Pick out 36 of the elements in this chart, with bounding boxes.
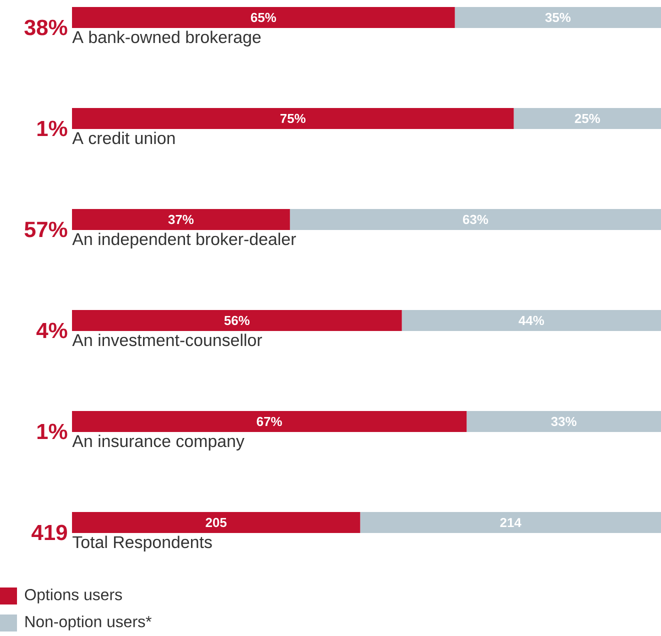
bar [402,310,661,331]
text: 57% [24,222,68,238]
data-label: 56% [224,316,250,326]
text: 4% [36,322,68,338]
data-label: 44% [518,316,544,326]
y-tick-label: An independent broker-dealer [72,232,296,248]
data-label: 65% [250,12,276,22]
text: 419 [32,524,67,540]
bar [454,6,661,28]
bar [72,310,402,331]
bar [72,6,455,28]
y-tick-label: Total Respondents [72,536,212,552]
bar [514,108,661,129]
data-label: 75% [280,114,306,124]
data-label: 205 [206,518,227,528]
data-label: 33% [551,416,576,426]
y-tick-label: An insurance company [72,434,244,450]
bar [466,411,661,432]
bar [290,209,661,230]
data-label: 35% [545,12,571,22]
data-label: 25% [574,114,600,124]
data-label: 67% [256,416,282,426]
bar [72,209,290,230]
text: 1% [38,120,68,136]
y-tick-label: A bank-owned brokerage [72,30,261,46]
data-label: 37% [168,214,194,224]
data-label: 63% [462,214,488,224]
text: 1% [38,424,68,440]
y-tick-label: An investment-counsellor [72,334,262,346]
y-tick-label: A credit union [72,132,175,144]
bar [72,108,514,129]
legend-label: Non-option users* [26,616,152,630]
legend-label: Options users [24,588,122,604]
bar [72,411,467,432]
data-label: 214 [500,518,522,528]
text: 38% [24,20,68,36]
